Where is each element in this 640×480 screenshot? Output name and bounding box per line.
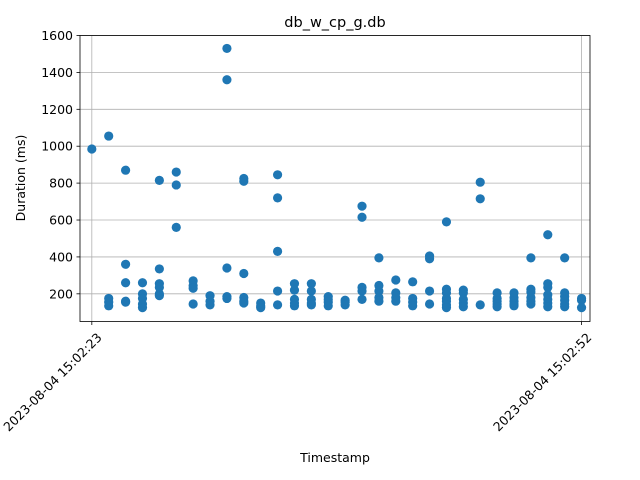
- data-point: [154, 264, 164, 274]
- data-point: [441, 217, 452, 227]
- data-point: [408, 277, 418, 287]
- data-point: [120, 278, 131, 288]
- data-point: [289, 301, 300, 311]
- data-point: [374, 296, 384, 306]
- data-point: [256, 303, 266, 313]
- data-point: [272, 300, 283, 310]
- data-point: [137, 303, 148, 313]
- data-point: [171, 222, 181, 232]
- data-point: [458, 288, 468, 298]
- data-point: [458, 302, 468, 312]
- y-tick-label: 800: [49, 176, 73, 191]
- data-point: [272, 286, 283, 296]
- data-point: [272, 246, 283, 256]
- x-tick-label: 2023-08-04 15:02:52: [490, 330, 594, 434]
- data-point: [475, 300, 485, 310]
- y-tick-label: 200: [49, 286, 73, 301]
- chart-title: db_w_cp_g.db: [284, 15, 385, 31]
- data-point: [441, 303, 452, 313]
- data-point: [205, 300, 215, 310]
- data-point: [222, 263, 232, 273]
- data-point: [188, 299, 198, 309]
- y-axis-label: Duration (ms): [13, 135, 28, 222]
- data-point: [576, 303, 587, 313]
- y-tick-label: 400: [49, 249, 73, 264]
- data-point: [289, 285, 300, 295]
- data-point: [222, 43, 232, 54]
- data-point: [543, 302, 553, 312]
- data-point: [154, 175, 164, 185]
- y-tick-label: 1000: [41, 139, 73, 154]
- data-point: [306, 279, 316, 289]
- data-point: [424, 254, 435, 264]
- plot-frame: [79, 35, 591, 322]
- data-point: [120, 165, 131, 175]
- data-point: [306, 286, 316, 296]
- data-point: [424, 299, 435, 309]
- data-point: [509, 301, 519, 311]
- data-point: [289, 279, 300, 289]
- data-point: [154, 282, 164, 292]
- data-point: [475, 194, 485, 204]
- x-tick-label: 2023-08-04 15:02:23: [0, 330, 104, 434]
- data-point: [475, 177, 485, 187]
- data-point: [239, 176, 249, 186]
- data-point: [560, 302, 570, 312]
- data-point: [154, 291, 164, 301]
- ticks: 200 400 600 800 1000 1200 1400 1600 2023-08-04 1…: [0, 28, 594, 434]
- data-point: [239, 298, 249, 308]
- data-point: [357, 201, 367, 211]
- data-point: [374, 286, 384, 296]
- data-point: [137, 278, 148, 288]
- data-point: [306, 300, 316, 310]
- data-point: [272, 170, 283, 180]
- data-point: [120, 259, 131, 269]
- data-point: [171, 180, 181, 190]
- data-point: [188, 283, 198, 293]
- y-tick-label: 1400: [41, 65, 73, 80]
- data-point: [357, 294, 367, 304]
- data-point: [424, 286, 435, 296]
- data-point: [272, 193, 283, 203]
- data-points: [87, 43, 587, 313]
- grid: [80, 35, 590, 322]
- data-point: [408, 301, 418, 311]
- data-point: [222, 293, 232, 304]
- data-point: [492, 302, 502, 312]
- data-point: [543, 230, 553, 240]
- data-point: [239, 268, 249, 279]
- data-point: [391, 275, 401, 285]
- data-point: [323, 301, 333, 311]
- y-tick-label: 1200: [41, 102, 73, 117]
- data-point: [357, 212, 367, 222]
- data-point: [391, 296, 401, 306]
- x-axis-label: Timestamp: [299, 450, 370, 465]
- data-point: [171, 167, 181, 177]
- data-point: [104, 301, 114, 311]
- data-point: [87, 144, 97, 154]
- data-point: [526, 299, 536, 309]
- data-point: [120, 297, 131, 307]
- data-point: [104, 131, 114, 141]
- data-point: [357, 286, 367, 296]
- data-point: [526, 253, 536, 263]
- y-tick-label: 1600: [41, 28, 73, 43]
- data-point: [340, 300, 350, 310]
- data-point: [560, 253, 570, 263]
- data-point: [374, 253, 384, 263]
- data-point: [576, 295, 587, 305]
- data-point: [222, 75, 232, 85]
- y-tick-label: 600: [49, 213, 73, 228]
- data-point: [543, 282, 553, 292]
